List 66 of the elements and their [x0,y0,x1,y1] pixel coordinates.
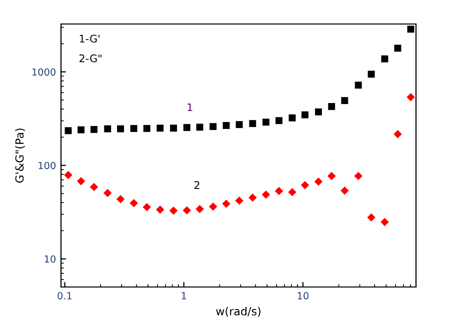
point [380,218,389,226]
point [183,124,190,131]
point [196,124,204,131]
point [222,122,230,129]
point [249,120,256,128]
point [340,186,349,195]
point [407,26,414,33]
point [274,186,284,196]
point [354,82,362,89]
point [314,178,323,186]
point [116,194,125,204]
point [236,121,243,128]
point [314,108,322,116]
point [262,190,270,199]
y-tick-label: 100 [38,162,56,170]
point [381,55,388,62]
point [78,126,85,134]
point [275,117,282,124]
point [301,111,308,118]
point [328,103,336,110]
point [142,202,151,212]
point [196,204,204,214]
point [64,170,72,180]
point [170,124,177,132]
annotation: 1 [188,103,192,112]
point [248,193,257,202]
point [288,188,296,196]
point [103,188,112,198]
point [406,92,415,102]
point [156,206,164,214]
point [262,118,270,126]
point [182,206,191,214]
point [235,196,244,205]
point [156,124,164,132]
point [288,114,296,122]
point [394,130,402,138]
annotation: 2 [194,181,200,189]
point [76,176,86,186]
point [169,206,178,215]
point [367,213,376,222]
point [104,125,112,132]
x-tick-label: 0.1 [58,292,72,300]
point [327,172,336,180]
point [300,180,310,190]
point [130,198,138,208]
point [117,125,124,132]
x-axis-title: w(rad/s) [216,306,260,317]
point [222,200,230,208]
y-tick-label: 1000 [32,68,56,76]
point [90,182,98,192]
x-tick-label: 1 [182,292,186,300]
point [90,126,98,133]
x-tick-label: 10 [298,292,308,300]
y-axis-title: G'&G"(Pa) [15,128,25,183]
point [64,127,72,134]
point [341,97,348,104]
annotation: 2-G" [80,54,102,62]
annotation: 1-G' [80,34,100,43]
point [130,125,138,132]
point [208,202,218,211]
point [368,70,375,78]
y-tick-label: 10 [44,255,56,263]
point [354,172,362,180]
point [210,123,217,130]
point [394,44,402,52]
point [143,125,150,132]
